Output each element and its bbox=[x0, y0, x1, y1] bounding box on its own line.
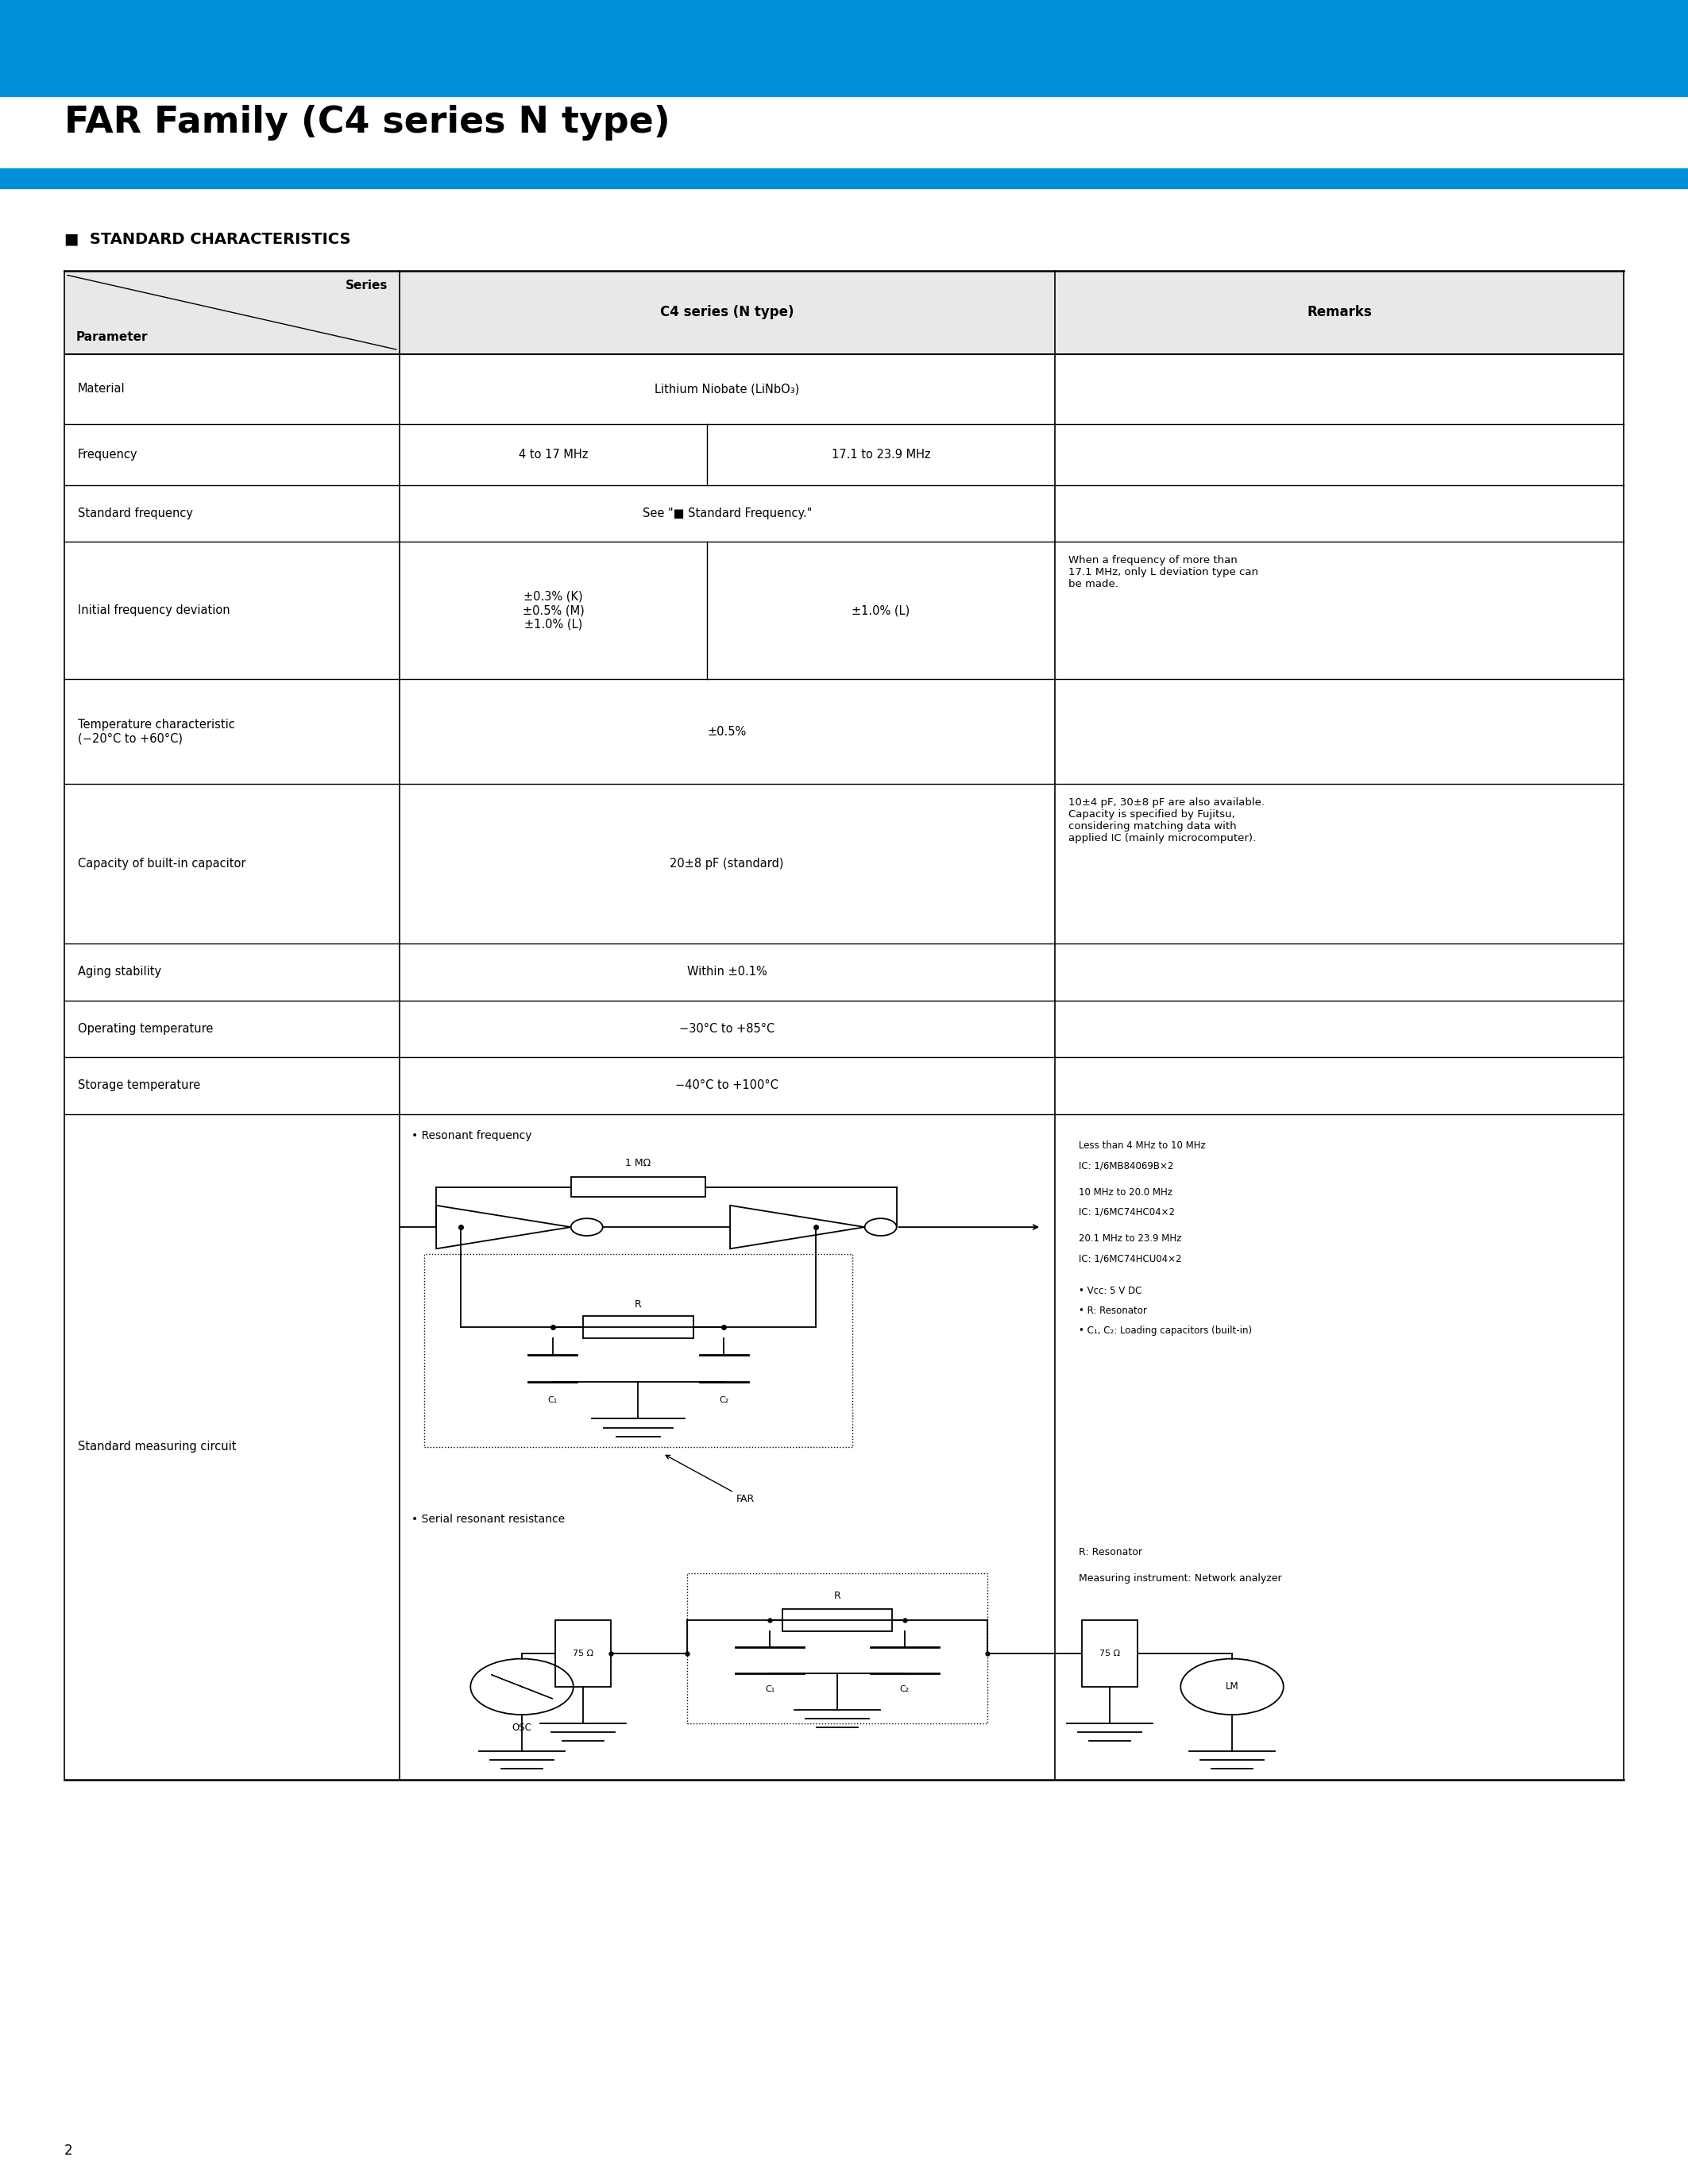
Text: Series: Series bbox=[346, 280, 388, 290]
Text: See "■ Standard Frequency.": See "■ Standard Frequency." bbox=[641, 507, 812, 520]
Text: 10 MHz to 20.0 MHz: 10 MHz to 20.0 MHz bbox=[1079, 1188, 1173, 1197]
Text: Capacity of built-in capacitor: Capacity of built-in capacitor bbox=[78, 858, 246, 869]
Bar bbox=[555, 1621, 611, 1686]
Bar bbox=[0, 0, 1688, 96]
Text: Standard measuring circuit: Standard measuring circuit bbox=[78, 1441, 236, 1452]
Text: When a frequency of more than
17.1 MHz, only L deviation type can
be made.: When a frequency of more than 17.1 MHz, … bbox=[1069, 555, 1258, 590]
Text: R: Resonator: R: Resonator bbox=[1079, 1546, 1143, 1557]
Text: 17.1 to 23.9 MHz: 17.1 to 23.9 MHz bbox=[832, 448, 930, 461]
Text: Parameter: Parameter bbox=[76, 332, 149, 343]
Text: ±1.0% (L): ±1.0% (L) bbox=[852, 605, 910, 616]
Text: ±0.3% (K)
±0.5% (M)
±1.0% (L): ±0.3% (K) ±0.5% (M) ±1.0% (L) bbox=[523, 590, 584, 631]
Text: 2: 2 bbox=[64, 2143, 73, 2158]
Text: Remarks: Remarks bbox=[1307, 306, 1372, 319]
Text: 75 Ω: 75 Ω bbox=[1099, 1649, 1121, 1658]
Text: 75 Ω: 75 Ω bbox=[572, 1649, 594, 1658]
Text: Measuring instrument: Network analyzer: Measuring instrument: Network analyzer bbox=[1079, 1572, 1283, 1583]
Text: LM: LM bbox=[1225, 1682, 1239, 1693]
Text: ±0.5%: ±0.5% bbox=[707, 725, 746, 738]
Text: FAR Family (C4 series N type): FAR Family (C4 series N type) bbox=[64, 105, 670, 140]
Text: ■  STANDARD CHARACTERISTICS: ■ STANDARD CHARACTERISTICS bbox=[64, 232, 351, 247]
Text: C4 series (N type): C4 series (N type) bbox=[660, 306, 793, 319]
Bar bbox=[782, 1610, 893, 1631]
Text: R: R bbox=[635, 1299, 641, 1310]
Text: C₁: C₁ bbox=[765, 1686, 775, 1693]
Text: 10±4 pF, 30±8 pF are also available.
Capacity is specified by Fujitsu,
consideri: 10±4 pF, 30±8 pF are also available. Cap… bbox=[1069, 797, 1264, 843]
Text: 1 MΩ: 1 MΩ bbox=[626, 1158, 652, 1168]
Text: Storage temperature: Storage temperature bbox=[78, 1079, 201, 1092]
Text: IC: 1/6MC74HC04×2: IC: 1/6MC74HC04×2 bbox=[1079, 1208, 1175, 1216]
Text: • C₁, C₂: Loading capacitors (built-in): • C₁, C₂: Loading capacitors (built-in) bbox=[1079, 1326, 1252, 1337]
Text: Frequency: Frequency bbox=[78, 448, 138, 461]
Text: • Vcc: 5 V DC: • Vcc: 5 V DC bbox=[1079, 1286, 1143, 1295]
Text: Material: Material bbox=[78, 382, 125, 395]
Text: 4 to 17 MHz: 4 to 17 MHz bbox=[518, 448, 587, 461]
Text: C₁: C₁ bbox=[547, 1396, 557, 1404]
Text: Temperature characteristic
(−20°C to +60°C): Temperature characteristic (−20°C to +60… bbox=[78, 719, 235, 745]
Text: FAR: FAR bbox=[665, 1455, 755, 1505]
Text: −30°C to +85°C: −30°C to +85°C bbox=[679, 1022, 775, 1035]
Text: C₂: C₂ bbox=[900, 1686, 910, 1693]
Bar bbox=[571, 1177, 706, 1197]
Text: −40°C to +100°C: −40°C to +100°C bbox=[675, 1079, 778, 1092]
Text: Within ±0.1%: Within ±0.1% bbox=[687, 965, 766, 978]
Bar bbox=[687, 1572, 987, 1723]
Text: IC: 1/6MC74HCU04×2: IC: 1/6MC74HCU04×2 bbox=[1079, 1254, 1182, 1265]
Text: Aging stability: Aging stability bbox=[78, 965, 160, 978]
Text: IC: 1/6MB84069B×2: IC: 1/6MB84069B×2 bbox=[1079, 1160, 1173, 1171]
Bar bbox=[582, 1317, 694, 1339]
Text: 20±8 pF (standard): 20±8 pF (standard) bbox=[670, 858, 783, 869]
Text: Standard frequency: Standard frequency bbox=[78, 507, 192, 520]
Text: Initial frequency deviation: Initial frequency deviation bbox=[78, 605, 230, 616]
Bar bbox=[424, 1254, 852, 1448]
Text: • Serial resonant resistance: • Serial resonant resistance bbox=[412, 1514, 565, 1524]
Bar bbox=[1082, 1621, 1138, 1686]
Text: C₂: C₂ bbox=[719, 1396, 729, 1404]
Text: Lithium Niobate (LiNbO₃): Lithium Niobate (LiNbO₃) bbox=[655, 382, 800, 395]
Text: OSC: OSC bbox=[511, 1723, 532, 1732]
Text: Less than 4 MHz to 10 MHz: Less than 4 MHz to 10 MHz bbox=[1079, 1140, 1205, 1151]
Text: • Resonant frequency: • Resonant frequency bbox=[412, 1131, 532, 1142]
Text: 20.1 MHz to 23.9 MHz: 20.1 MHz to 23.9 MHz bbox=[1079, 1234, 1182, 1245]
Bar bbox=[0, 168, 1688, 188]
Text: Operating temperature: Operating temperature bbox=[78, 1022, 213, 1035]
Bar bbox=[64, 271, 1624, 354]
Text: • R: Resonator: • R: Resonator bbox=[1079, 1306, 1148, 1317]
Text: R: R bbox=[834, 1590, 841, 1601]
